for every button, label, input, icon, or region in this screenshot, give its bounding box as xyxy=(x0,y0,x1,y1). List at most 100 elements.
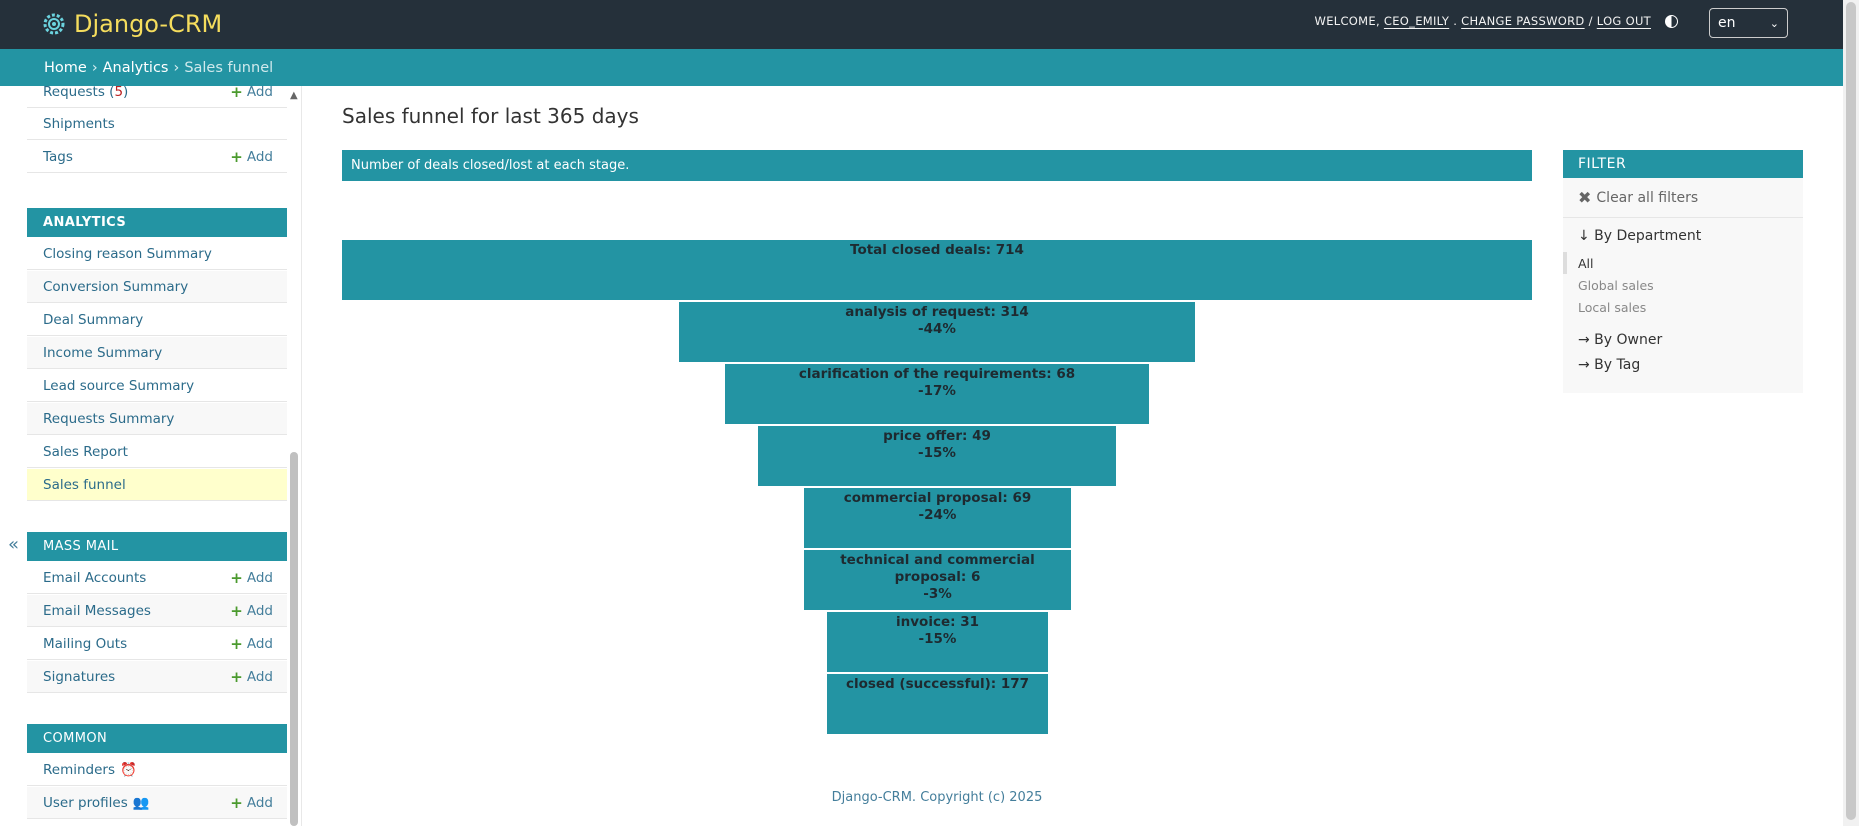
sidebar-item-shipments[interactable]: Shipments xyxy=(27,108,287,140)
plus-icon: + xyxy=(230,148,243,166)
funnel-stage-label: price offer: 49 xyxy=(883,428,991,444)
sidebar-item-requests-summary[interactable]: Requests Summary xyxy=(27,403,287,435)
welcome-text: WELCOME, xyxy=(1314,14,1380,28)
funnel-stage-percent: -44% xyxy=(918,321,956,337)
add-email-message-button[interactable]: + Add xyxy=(230,602,273,620)
username-link[interactable]: CEO_EMILY xyxy=(1383,14,1450,28)
add-email-account-button[interactable]: + Add xyxy=(230,569,273,587)
alarm-clock-icon: ⏰ xyxy=(120,761,137,778)
mass-mail-caption[interactable]: MASS MAIL xyxy=(27,532,287,561)
sidebar-item-deal-summary[interactable]: Deal Summary xyxy=(27,304,287,336)
user-tools: WELCOME, CEO_EMILY. CHANGE PASSWORD / LO… xyxy=(1315,14,1678,28)
funnel-stage-label: analysis of request: 314 xyxy=(845,304,1029,320)
analytics-caption[interactable]: ANALYTICS xyxy=(27,208,287,237)
logout-link[interactable]: LOG OUT xyxy=(1596,14,1651,28)
sidebar-item-income-summary[interactable]: Income Summary xyxy=(27,337,287,369)
requests-count: 5 xyxy=(114,86,124,100)
funnel-stage: invoice: 31 -15% xyxy=(827,612,1048,672)
funnel-stage-percent: -3% xyxy=(923,586,952,602)
funnel-stage: Total closed deals: 714 xyxy=(342,240,1532,300)
sidebar-item-label: Shipments xyxy=(43,115,115,132)
footer: Django-CRM. Copyright (c) 2025 xyxy=(831,790,1043,805)
funnel-stage: closed (successful): 177 xyxy=(827,674,1048,734)
sidebar-item-conversion-summary[interactable]: Conversion Summary xyxy=(27,271,287,303)
funnel-stage: clarification of the requirements: 68 -17… xyxy=(725,364,1149,424)
filter-by-tag[interactable]: → By Tag xyxy=(1578,357,1641,373)
funnel-stage: price offer: 49 -15% xyxy=(758,426,1116,486)
sidebar-item-mailing-outs[interactable]: Mailing Outs + Add xyxy=(27,628,287,660)
collapse-sidebar-button[interactable]: « xyxy=(8,534,20,555)
page-title: Sales funnel for last 365 days xyxy=(342,104,639,128)
sidebar-scrollbar-thumb[interactable] xyxy=(290,452,298,826)
theme-toggle-icon[interactable] xyxy=(1665,14,1678,28)
funnel-stage-label: technical and commercial proposal: 6 xyxy=(840,552,1035,585)
chart-caption: Number of deals closed/lost at each stag… xyxy=(342,150,1532,181)
sales-funnel-chart: Total closed deals: 714 analysis of reque… xyxy=(342,240,1532,740)
sidebar-item-reminders[interactable]: Reminders ⏰ xyxy=(27,754,287,786)
page-scrollbar[interactable] xyxy=(1843,0,1859,826)
breadcrumb-separator: › xyxy=(91,59,98,76)
page-scrollbar-thumb[interactable] xyxy=(1846,2,1856,820)
language-select[interactable]: en ⌄ xyxy=(1709,8,1788,38)
filter-panel: FILTER ✖ Clear all filters ↓ By Departme… xyxy=(1563,150,1803,393)
separator: / xyxy=(1588,14,1593,28)
sidebar-item-tags[interactable]: Tags + Add xyxy=(27,141,287,173)
filter-option-global-sales[interactable]: Global sales xyxy=(1578,277,1654,293)
filter-option-all[interactable]: All xyxy=(1563,252,1803,274)
change-password-link[interactable]: CHANGE PASSWORD xyxy=(1461,14,1585,28)
sidebar-scrollbar[interactable]: ▲ xyxy=(288,86,300,826)
breadcrumb-home[interactable]: Home xyxy=(44,59,87,76)
funnel-stage: technical and commercial proposal: 6 -3% xyxy=(804,550,1071,610)
sidebar: « Requests (5) + Add Shipments Tags + Add … xyxy=(0,86,302,826)
gear-logo-icon xyxy=(43,13,65,35)
breadcrumb: Home › Analytics › Sales funnel xyxy=(0,49,1843,86)
filter-by-owner[interactable]: → By Owner xyxy=(1578,332,1663,348)
add-user-profile-button[interactable]: + Add xyxy=(230,794,273,812)
funnel-stage-percent: -17% xyxy=(918,383,956,399)
sidebar-item-user-profiles[interactable]: User profiles 👥 + Add xyxy=(27,787,287,819)
plus-icon: + xyxy=(230,86,243,101)
filter-by-department[interactable]: ↓ By Department xyxy=(1578,228,1702,244)
funnel-stage-label: Total closed deals: 714 xyxy=(850,242,1024,258)
add-tag-button[interactable]: + Add xyxy=(230,148,273,166)
funnel-stage: analysis of request: 314 -44% xyxy=(679,302,1195,362)
filter-title: FILTER xyxy=(1563,150,1803,178)
filter-option-local-sales[interactable]: Local sales xyxy=(1578,299,1647,315)
plus-icon: + xyxy=(230,794,243,812)
funnel-stage-label: invoice: 31 xyxy=(896,614,979,630)
plus-icon: + xyxy=(230,602,243,620)
plus-icon: + xyxy=(230,668,243,686)
clear-filters-link[interactable]: ✖ Clear all filters xyxy=(1563,178,1803,218)
sidebar-item-closing-reason-summary[interactable]: Closing reason Summary xyxy=(27,238,287,270)
language-value: en xyxy=(1718,15,1736,31)
plus-icon: + xyxy=(230,569,243,587)
funnel-stage-percent: -15% xyxy=(918,631,957,647)
add-mailing-out-button[interactable]: + Add xyxy=(230,635,273,653)
sidebar-item-email-messages[interactable]: Email Messages + Add xyxy=(27,595,287,627)
funnel-stage-label: clarification of the requirements: 68 xyxy=(798,366,1076,382)
sidebar-item-email-accounts[interactable]: Email Accounts + Add xyxy=(27,562,287,594)
brand[interactable]: Django-CRM xyxy=(42,8,222,40)
common-caption[interactable]: COMMON xyxy=(27,724,287,753)
chevron-down-icon: ⌄ xyxy=(1769,16,1779,30)
plus-icon: + xyxy=(230,635,243,653)
funnel-stage-percent: -15% xyxy=(918,445,956,461)
sidebar-item-requests[interactable]: Requests (5) + Add xyxy=(27,86,287,108)
scroll-up-icon[interactable]: ▲ xyxy=(290,90,298,101)
breadcrumb-current: Sales funnel xyxy=(184,59,274,76)
add-signature-button[interactable]: + Add xyxy=(230,668,273,686)
header: Django-CRM WELCOME, CEO_EMILY. CHANGE PA… xyxy=(0,0,1843,49)
sidebar-item-lead-source-summary[interactable]: Lead source Summary xyxy=(27,370,287,402)
brand-name: Django-CRM xyxy=(74,10,223,38)
breadcrumb-analytics[interactable]: Analytics xyxy=(102,59,169,76)
sidebar-item-signatures[interactable]: Signatures + Add xyxy=(27,661,287,693)
sidebar-item-sales-report[interactable]: Sales Report xyxy=(27,436,287,468)
funnel-stage-label: closed (successful): 177 xyxy=(845,676,1030,692)
funnel-stage: commercial proposal: 69 -24% xyxy=(804,488,1071,548)
sidebar-nav: Requests (5) + Add Shipments Tags + Add AN… xyxy=(27,86,287,826)
sidebar-item-label: Requests xyxy=(43,86,105,100)
funnel-stage-label: commercial proposal: 69 xyxy=(843,490,1032,506)
add-request-button[interactable]: + Add xyxy=(230,86,273,108)
breadcrumb-separator: › xyxy=(173,59,180,76)
sidebar-item-sales-funnel[interactable]: Sales funnel xyxy=(27,469,287,501)
